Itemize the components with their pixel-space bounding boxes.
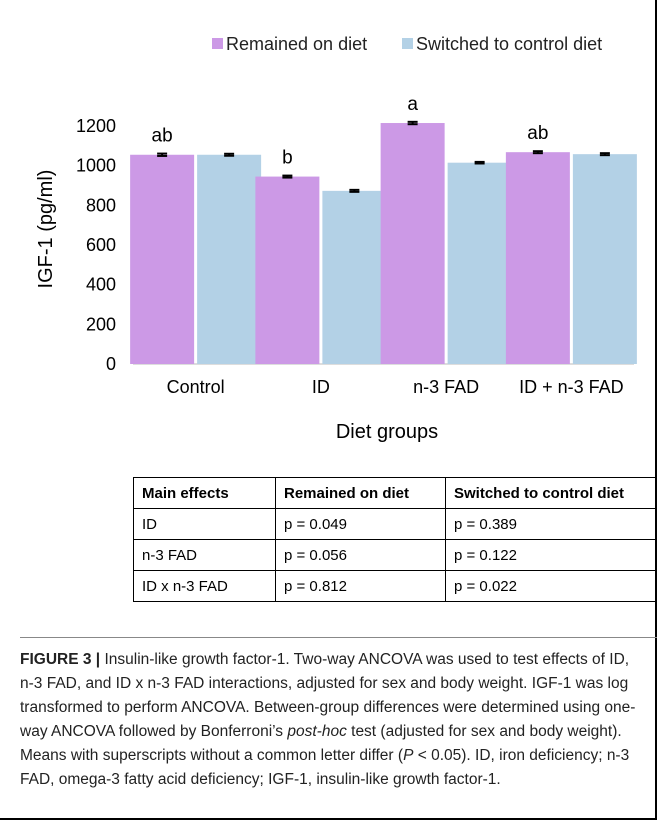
bar [447,162,512,364]
significance-letter: ab [527,123,548,144]
table-cell: p = 0.122 [445,539,656,571]
figure-label: FIGURE 3 | [20,651,101,668]
table-cell: p = 0.049 [275,508,446,540]
y-tick-label: 0 [106,354,116,374]
significance-letter: b [282,148,293,169]
legend-swatch-remained [212,38,223,49]
y-tick-label: 1000 [76,156,116,176]
legend-label-switched: Switched to control diet [416,34,602,54]
table-cell: p = 0.812 [275,570,446,602]
table-header-cell: Remained on diet [275,477,446,509]
y-tick-label: 800 [86,195,116,215]
legend-label-remained: Remained on diet [226,34,367,54]
main-effects-table: Main effects Remained on diet Switched t… [133,477,656,602]
y-tick-label: 200 [86,314,116,334]
table-row: n-3 FAD p = 0.056 p = 0.122 [133,539,656,571]
bar-chart: Remained on diet Switched to control die… [35,34,637,443]
bars: ab b a ab [130,94,637,365]
x-axis-categories: Control ID n-3 FAD ID + n-3 FAD [167,377,624,397]
table-header-cell: Switched to control diet [445,477,656,509]
legend: Remained on diet Switched to control die… [212,34,602,54]
caption-emphasis: post-hoc [287,723,347,740]
legend-swatch-switched [402,38,413,49]
bar [322,190,387,364]
table-cell: p = 0.022 [445,570,656,602]
y-tick-label: 1200 [76,116,116,136]
caption-emphasis: P [403,747,414,764]
y-tick-label: 400 [86,275,116,295]
x-tick-label: ID [312,377,330,397]
table-cell: p = 0.389 [445,508,656,540]
x-tick-label: n-3 FAD [413,377,479,397]
bar [130,154,195,364]
x-tick-label: ID + n-3 FAD [519,377,624,397]
y-axis-title: IGF-1 (pg/ml) [35,170,57,289]
bar [572,154,637,364]
table-row: ID p = 0.049 p = 0.389 [133,508,656,540]
table-cell: p = 0.056 [275,539,446,571]
figure-frame [0,0,657,820]
caption-divider [20,637,657,638]
table-cell: ID x n-3 FAD [133,570,276,602]
y-tick-label: 600 [86,235,116,255]
table-header-cell: Main effects [133,477,276,509]
caption-text: test (adjusted for sex and body weight).… [20,723,622,764]
y-axis-ticks: 0 200 400 600 800 1000 1200 [76,116,116,374]
bar [380,123,445,365]
bar [255,176,320,364]
x-tick-label: Control [167,377,225,397]
table-cell: ID [133,508,276,540]
significance-letter: ab [152,126,173,147]
significance-letter: a [407,94,418,115]
table-header-row: Main effects Remained on diet Switched t… [133,477,656,509]
bar [197,154,262,364]
table-row: ID x n-3 FAD p = 0.812 p = 0.022 [133,570,656,602]
figure-caption: FIGURE 3 | Insulin-like growth factor-1.… [20,648,640,792]
x-axis-title: Diet groups [336,421,438,443]
caption-text: Insulin-like growth factor-1. Two-way AN… [20,651,636,740]
bar [505,152,570,364]
caption-text: < 0.05). ID, iron deficiency; n-3 FAD, o… [20,747,630,788]
table-cell: n-3 FAD [133,539,276,571]
